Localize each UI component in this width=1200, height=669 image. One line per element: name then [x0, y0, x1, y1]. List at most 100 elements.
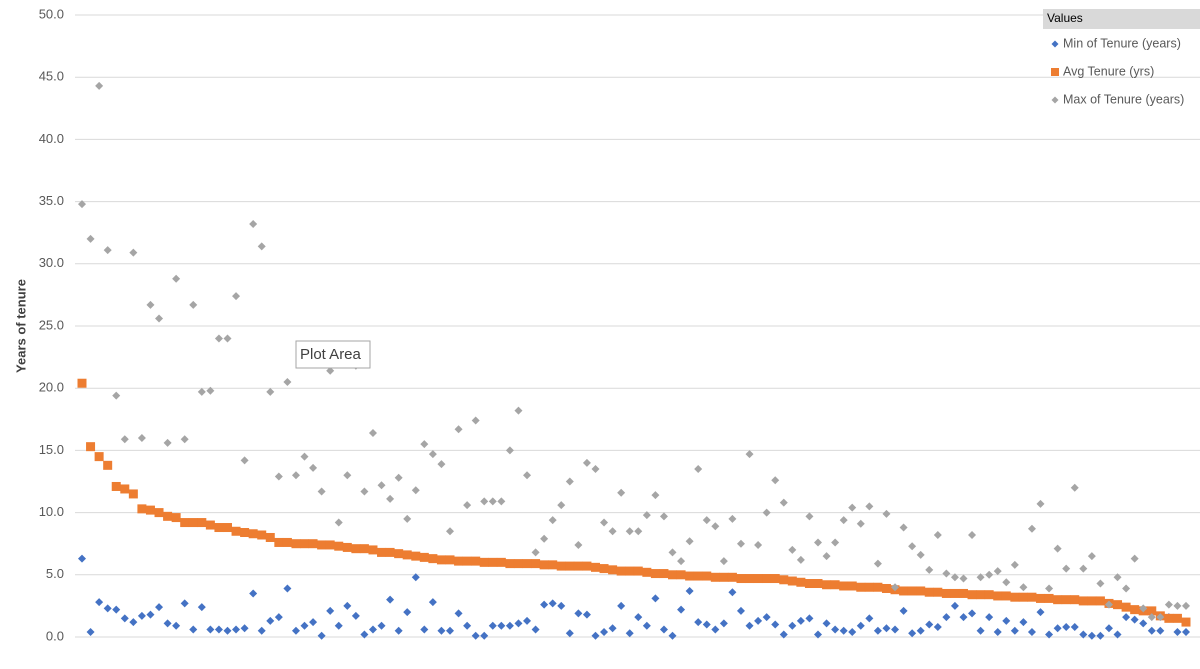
point — [112, 605, 121, 614]
point — [873, 559, 882, 568]
point — [677, 557, 686, 566]
point — [976, 573, 985, 582]
point — [847, 581, 857, 591]
plot — [77, 81, 1191, 640]
point — [668, 631, 677, 640]
point — [266, 387, 275, 396]
point — [402, 550, 412, 560]
point — [625, 566, 635, 576]
legend-label: Min of Tenure (years) — [1063, 36, 1181, 50]
point — [214, 523, 224, 533]
point — [916, 626, 925, 635]
point — [1045, 630, 1054, 639]
point — [248, 529, 258, 539]
point — [522, 559, 532, 569]
point — [608, 624, 617, 633]
point — [754, 616, 763, 625]
point — [497, 621, 506, 630]
point — [1002, 578, 1011, 587]
point — [1147, 606, 1157, 616]
legend-swatch — [1051, 96, 1059, 104]
point — [891, 583, 900, 592]
point — [120, 435, 129, 444]
y-tick-label: 25.0 — [39, 317, 64, 332]
point — [359, 544, 369, 554]
point — [291, 539, 301, 549]
point — [326, 606, 335, 615]
point — [1053, 544, 1062, 553]
y-tick-label: 45.0 — [39, 69, 64, 84]
point — [1182, 628, 1190, 637]
point — [582, 561, 592, 571]
point — [873, 582, 883, 592]
point — [642, 511, 651, 520]
point — [736, 539, 745, 548]
point — [188, 518, 198, 528]
point — [659, 569, 669, 579]
point — [454, 609, 463, 618]
point — [557, 601, 566, 610]
point — [941, 588, 951, 598]
point — [480, 497, 489, 506]
point — [710, 572, 720, 582]
point — [1173, 628, 1182, 637]
legend-label: Max of Tenure (years) — [1063, 92, 1184, 106]
legend: Min of Tenure (years) Avg Tenure (yrs) Max… — [1051, 36, 1184, 106]
point — [1027, 628, 1036, 637]
point — [1062, 623, 1071, 632]
point — [539, 560, 549, 570]
point — [814, 630, 822, 639]
point — [573, 561, 583, 571]
point — [1096, 579, 1105, 588]
point — [1147, 626, 1156, 635]
point — [488, 621, 497, 630]
point — [325, 540, 335, 550]
point — [94, 452, 104, 462]
point — [993, 591, 1003, 601]
point — [249, 589, 258, 598]
point — [223, 334, 232, 343]
point — [1104, 600, 1113, 609]
point — [1113, 573, 1122, 582]
point — [625, 629, 634, 638]
point — [796, 555, 805, 564]
point — [513, 559, 523, 569]
point — [873, 626, 882, 635]
point — [300, 539, 310, 549]
point — [1002, 616, 1011, 625]
point — [899, 523, 908, 532]
point — [1130, 605, 1140, 615]
point — [403, 514, 412, 523]
point — [788, 621, 797, 630]
point — [146, 300, 155, 309]
point — [343, 601, 352, 610]
point — [317, 487, 326, 496]
point — [462, 556, 472, 566]
point — [446, 626, 454, 635]
point — [274, 472, 283, 481]
point — [745, 450, 754, 459]
point — [959, 574, 968, 583]
point — [112, 391, 121, 400]
point — [103, 460, 113, 470]
point — [155, 603, 164, 612]
point — [1095, 596, 1105, 606]
point — [171, 513, 181, 523]
point — [351, 544, 361, 554]
point — [1053, 624, 1062, 633]
point — [172, 274, 181, 283]
point — [95, 81, 104, 90]
point — [1139, 619, 1148, 628]
point — [1130, 554, 1139, 563]
point — [617, 488, 626, 497]
point — [240, 456, 249, 465]
point — [342, 542, 352, 552]
point — [882, 509, 891, 518]
point — [762, 574, 772, 584]
point — [924, 587, 934, 597]
point — [968, 530, 977, 539]
point — [976, 626, 985, 635]
point — [574, 609, 583, 618]
point — [257, 530, 267, 540]
grid: 0.0 5.0 10.0 15.0 20.0 25.0 30.0 35.0 40.0 45.0 50… — [39, 6, 1200, 643]
